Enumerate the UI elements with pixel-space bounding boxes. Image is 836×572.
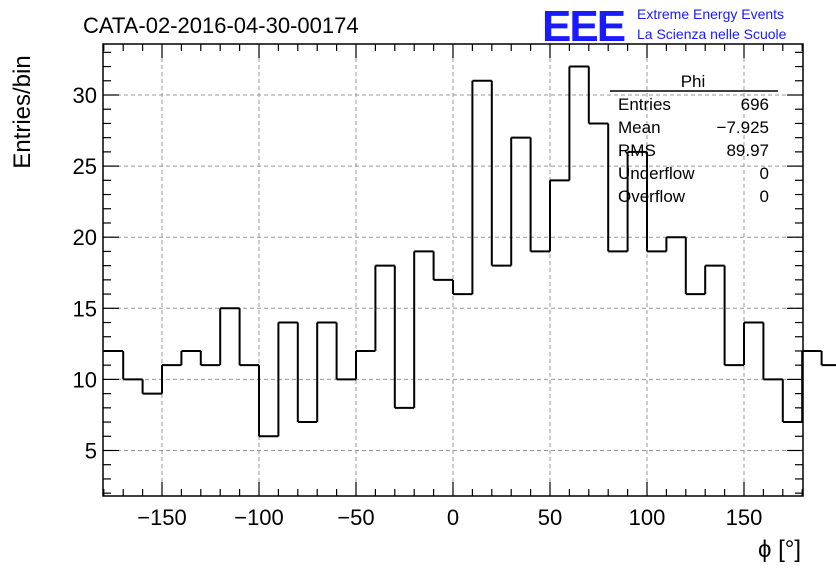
stats-label: Underflow (618, 164, 695, 183)
stats-value: 0 (760, 164, 769, 183)
y-tick-label: 20 (73, 225, 97, 250)
stats-label: RMS (618, 141, 656, 160)
histogram-bin (277, 321, 298, 437)
histogram-bin (820, 350, 836, 367)
histogram-bin (238, 308, 259, 367)
histogram-bin (568, 65, 589, 181)
histogram-bin (626, 150, 647, 252)
histogram-bin (684, 237, 706, 296)
y-tick-label: 5 (85, 439, 97, 464)
histogram-bin (122, 350, 143, 381)
histogram-bin (529, 137, 550, 253)
stats-label: Overflow (618, 187, 686, 206)
x-tick-label: −150 (137, 505, 187, 530)
histogram-bin (801, 349, 822, 423)
histogram-bin (704, 264, 725, 295)
histogram-bin (762, 322, 783, 381)
histogram-bin (510, 136, 531, 266)
histogram-layer (103, 65, 836, 438)
histogram-bin (549, 179, 570, 252)
histogram-bin (161, 364, 182, 394)
x-axis-title: ϕ [°] (758, 536, 801, 563)
histogram-bin (393, 265, 415, 409)
stats-box: Phi Entries 696 Mean −7.925 RMS 89.97 Un… (610, 72, 778, 206)
stats-label: Entries (618, 95, 671, 114)
eee-logo: EEE (542, 2, 625, 51)
histogram-bin (199, 350, 221, 367)
y-tick-label: 30 (73, 83, 97, 108)
histogram-bin (646, 151, 667, 253)
logo-line-2: La Scienza nelle Scuole (637, 26, 787, 42)
y-tick-label: 10 (73, 367, 97, 392)
stats-label: Mean (618, 118, 661, 137)
histogram-bin (607, 123, 628, 253)
y-tick-label: 25 (73, 154, 97, 179)
histogram-bin (743, 321, 764, 366)
y-tick-label: 15 (73, 296, 97, 321)
histogram-bin (490, 80, 512, 267)
histogram-bin (355, 349, 376, 380)
stats-value: −7.925 (717, 118, 769, 137)
histogram-bin (413, 250, 434, 408)
stats-title: Phi (681, 72, 706, 91)
histogram-bin (258, 365, 279, 438)
tick-label-layer: −150 −100 −50 0 50 100 150 5 10 15 20 25 30 (73, 83, 763, 530)
run-title: CATA-02-2016-04-30-00174 (83, 13, 359, 38)
x-tick-label: −50 (337, 505, 374, 530)
histogram-bin (374, 264, 395, 351)
histogram-bin (723, 265, 744, 367)
y-axis-title: Entries/bin (9, 55, 36, 168)
histogram-bin (587, 66, 609, 125)
x-tick-label: 50 (538, 505, 562, 530)
histogram-bin (432, 251, 453, 281)
x-tick-label: 0 (447, 505, 459, 530)
grid-layer (103, 44, 803, 496)
logo-line-1: Extreme Energy Events (637, 6, 784, 22)
histogram-bin (180, 349, 201, 366)
histogram-bin (665, 236, 686, 252)
histogram-bin (141, 379, 162, 395)
histogram-bin (452, 279, 473, 296)
stats-value: 696 (741, 95, 769, 114)
histogram-bin (296, 322, 318, 424)
stats-value: 89.97 (726, 141, 769, 160)
x-tick-label: −100 (234, 505, 284, 530)
histogram-bin (471, 79, 492, 295)
histogram-bin (335, 322, 356, 381)
x-tick-label: 150 (726, 505, 763, 530)
tick-layer (103, 44, 803, 496)
x-tick-label: 100 (629, 505, 666, 530)
stats-value: 0 (760, 187, 769, 206)
histogram-bin (219, 307, 240, 366)
histogram-bin (316, 321, 337, 423)
